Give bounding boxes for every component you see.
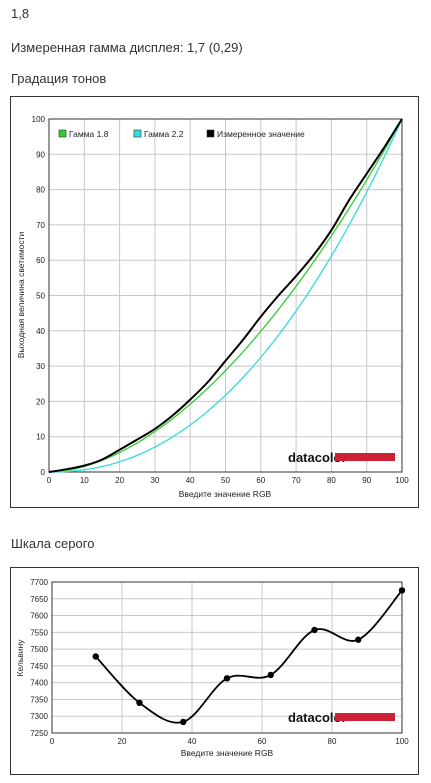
measured-gamma-text: Измеренная гамма дисплея: 1,7 (0,29) — [11, 40, 243, 55]
tone-y-tick-label: 90 — [36, 150, 45, 159]
gray-y-tick-label: 7400 — [30, 679, 48, 688]
gray-y-tick-label: 7350 — [30, 695, 48, 704]
brand-logo-text-2: datacolor — [288, 710, 347, 725]
tone-x-tick-label: 60 — [256, 476, 265, 485]
gray-y-tick-label: 7250 — [30, 729, 48, 738]
tone-y-tick-label: 60 — [36, 256, 45, 265]
tone-x-tick-label: 10 — [80, 476, 89, 485]
gray-x-tick-label: 40 — [188, 737, 197, 746]
tone-section-title: Градация тонов — [11, 71, 107, 86]
tone-x-tick-label: 70 — [292, 476, 301, 485]
tone-series — [48, 118, 403, 473]
legend-swatch-measured — [206, 129, 215, 138]
gray-data-point — [311, 626, 318, 634]
tone-x-tick-label: 50 — [221, 476, 230, 485]
gray-series — [92, 587, 406, 726]
gray-x-tick-label: 0 — [50, 737, 55, 746]
tone-x-tick-label: 90 — [362, 476, 371, 485]
gray-data-point — [267, 671, 274, 679]
tone-x-tick-label: 80 — [327, 476, 336, 485]
tone-y-tick-label: 100 — [32, 115, 46, 124]
gray-data-point — [398, 587, 406, 594]
tone-x-tick-label: 100 — [395, 476, 409, 485]
tone-y-axis-label: Выходная величина светимости — [16, 231, 26, 358]
gray-y-tick-label: 7650 — [30, 595, 48, 604]
brand-logo-bar — [335, 453, 395, 461]
tone-plot-area — [48, 118, 403, 473]
gray-data-point — [180, 718, 187, 726]
tone-ticks: 0 10 20 30 40 50 60 70 80 90 100 0 10 20 30 40 50 60 70 80 9… — [32, 115, 410, 485]
gray-ticks: 0 20 40 60 80 100 7250 7300 7350 7400 7450 7500 7550… — [30, 578, 409, 746]
gray-data-point — [136, 699, 143, 706]
tone-series-line-measured — [48, 118, 403, 473]
tone-y-tick-label: 40 — [36, 327, 45, 336]
gray-y-axis-label: Кельвину — [15, 639, 25, 677]
tone-y-tick-label: 80 — [36, 186, 45, 195]
brand-logo-text: datacolor — [288, 450, 347, 465]
gray-x-tick-label: 80 — [328, 737, 337, 746]
gray-section-title: Шкала серого — [11, 536, 95, 551]
legend-label-measured: Измеренное значение — [217, 129, 305, 139]
gray-chart: 0 20 40 60 80 100 7250 7300 7350 7400 7450 7500 7550… — [15, 578, 409, 758]
tone-x-tick-label: 20 — [115, 476, 124, 485]
gray-y-tick-label: 7500 — [30, 645, 48, 654]
gray-x-tick-label: 60 — [258, 737, 267, 746]
tone-gridlines — [48, 118, 403, 473]
gray-y-tick-label: 7550 — [30, 628, 48, 637]
tone-y-tick-label: 70 — [36, 221, 45, 230]
gray-gridlines — [51, 581, 403, 734]
legend-swatch-gamma18 — [58, 129, 67, 138]
tone-chart-frame: 0 10 20 30 40 50 60 70 80 90 100 0 10 20 30 40 50 60 70 80 9… — [10, 96, 419, 508]
tone-x-axis-label: Введите значение RGB — [179, 489, 272, 499]
gray-y-tick-label: 7450 — [30, 662, 48, 671]
tone-y-tick-label: 0 — [41, 468, 46, 477]
brand-logo-bar-2 — [335, 713, 395, 721]
tone-y-tick-label: 50 — [36, 292, 45, 301]
legend-swatch-gamma22 — [133, 129, 142, 138]
tone-series-line-0 — [48, 118, 403, 473]
gray-chart-frame: 0 20 40 60 80 100 7250 7300 7350 7400 7450 7500 7550… — [10, 567, 419, 775]
gray-data-point — [92, 653, 99, 660]
legend-label-gamma22: Гамма 2.2 — [144, 129, 184, 139]
gray-plot-area — [51, 581, 403, 734]
legend: Гамма 1.8 Гамма 2.2 Измеренное значение — [58, 129, 305, 139]
gray-y-tick-label: 7600 — [30, 612, 48, 621]
gray-x-axis-label: Введите значение RGB — [181, 748, 274, 758]
gray-y-tick-label: 7300 — [30, 712, 48, 721]
tone-chart: 0 10 20 30 40 50 60 70 80 90 100 0 10 20 30 40 50 60 70 80 9… — [16, 115, 410, 499]
legend-label-gamma18: Гамма 1.8 — [69, 129, 109, 139]
gray-x-tick-label: 20 — [118, 737, 127, 746]
gray-x-tick-label: 100 — [395, 737, 409, 746]
tone-y-tick-label: 10 — [36, 433, 45, 442]
gray-data-point — [223, 675, 231, 682]
tone-y-tick-label: 20 — [36, 397, 45, 406]
tone-y-tick-label: 30 — [36, 362, 45, 371]
gray-data-point — [355, 636, 362, 643]
tone-x-tick-label: 30 — [150, 476, 159, 485]
tone-x-tick-label: 40 — [186, 476, 195, 485]
gray-y-tick-label: 7700 — [30, 578, 48, 587]
gamma-value: 1,8 — [11, 6, 30, 21]
brand-logo-2: datacolor — [288, 710, 395, 725]
tone-x-tick-label: 0 — [47, 476, 52, 485]
brand-logo: datacolor — [288, 450, 395, 465]
tone-series-line-1 — [48, 118, 403, 473]
